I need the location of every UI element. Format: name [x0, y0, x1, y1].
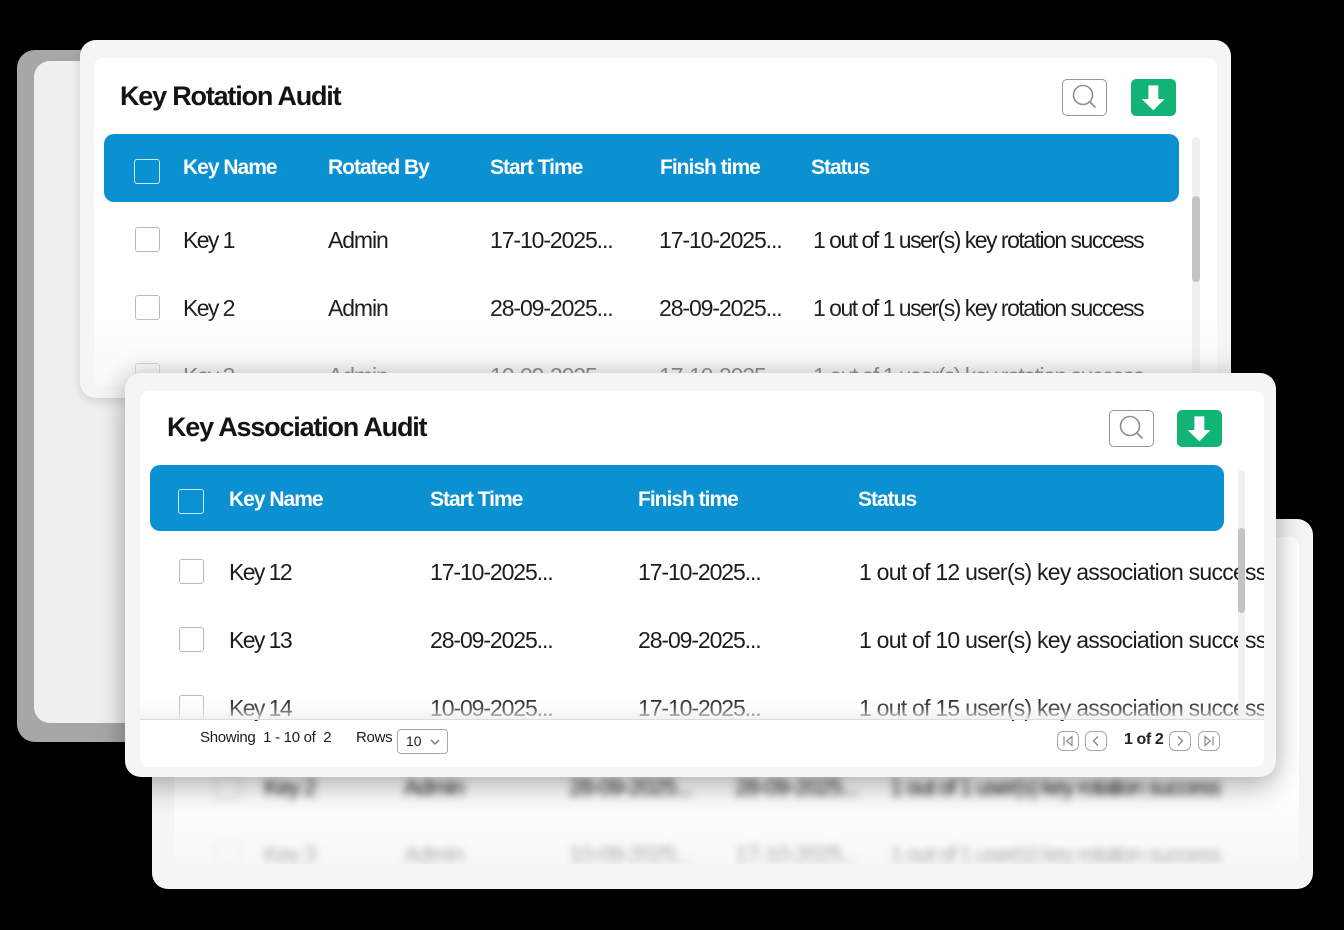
- svg-text:10: 10: [406, 733, 422, 749]
